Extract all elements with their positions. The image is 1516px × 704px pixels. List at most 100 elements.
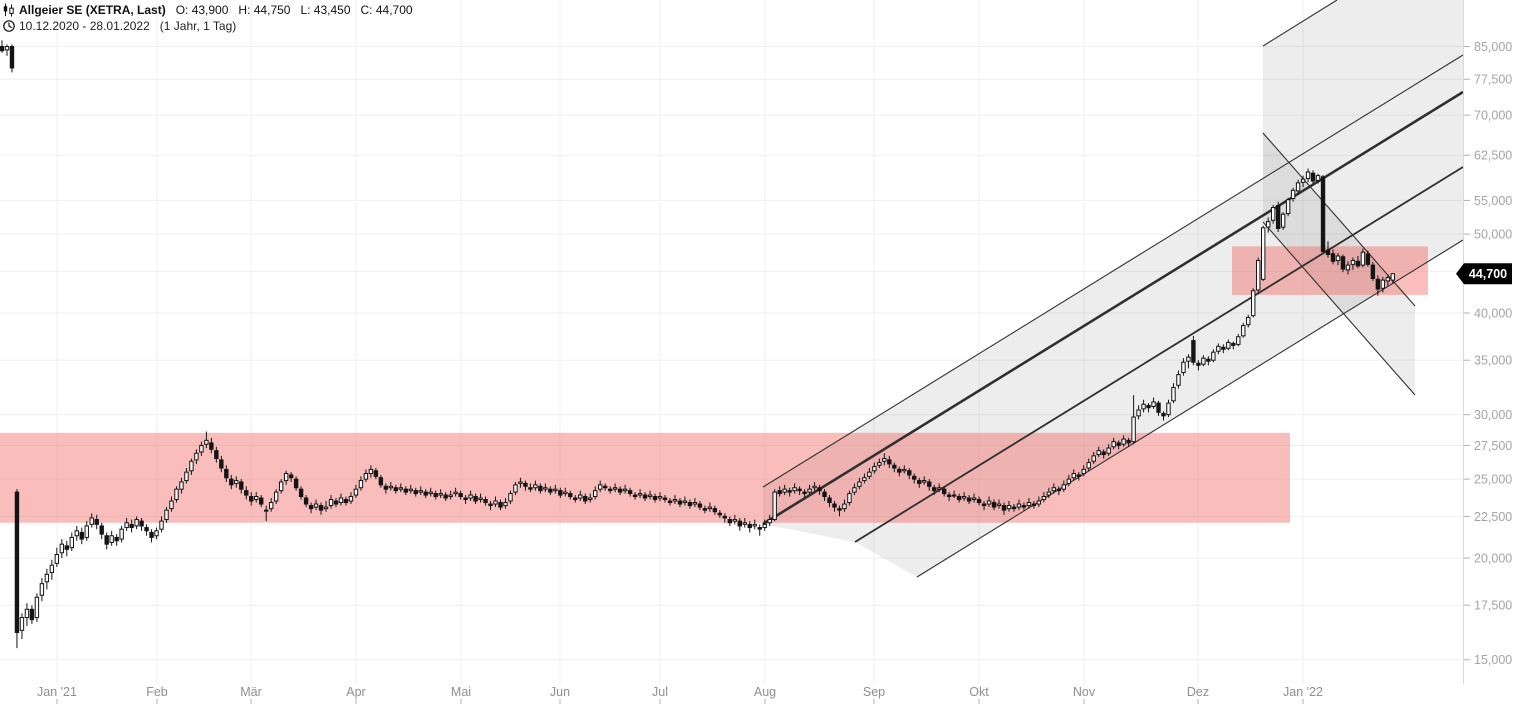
x-axis-label: Sep [863, 685, 885, 699]
candle-body [1031, 503, 1037, 507]
candle-body [1066, 478, 1071, 484]
candle-body [882, 458, 887, 462]
candle-body [1056, 488, 1062, 492]
candle-body [1340, 256, 1346, 270]
candle-body [558, 490, 563, 496]
candle-body [383, 485, 389, 490]
candle-body [1390, 273, 1396, 281]
candle-body [1310, 172, 1316, 182]
candle-body [244, 490, 249, 496]
candle-body [787, 490, 792, 493]
candle-body [453, 491, 458, 495]
instrument-row: Allgeier SE (XETRA, Last) O: 43,900 H: 4… [2, 2, 423, 18]
candle-body [169, 500, 174, 510]
candle-body [652, 496, 658, 501]
y-axis-label: 50,000 [1474, 228, 1512, 242]
candle-body [518, 481, 523, 484]
candle-body [1275, 205, 1281, 230]
candle-body [1330, 253, 1336, 262]
candle-body [1241, 325, 1246, 337]
ohlc-open: O: 43,900 [175, 3, 229, 17]
candle-body [981, 503, 987, 507]
candles [0, 40, 1396, 649]
candle-body [1345, 264, 1351, 271]
x-axis-label: Dez [1187, 685, 1209, 699]
candle-body [986, 500, 992, 505]
instrument-name: Allgeier SE (XETRA, Last) [19, 3, 166, 17]
candle-body [338, 497, 344, 504]
candle-body [264, 509, 269, 512]
candle-body [1161, 413, 1166, 417]
candle-body [408, 488, 413, 492]
candle-body [273, 491, 279, 502]
candle-body [946, 494, 952, 498]
trend-channel-fills [763, 0, 1463, 577]
candle-body [1246, 316, 1251, 326]
candle-body [9, 46, 15, 69]
candle-body [413, 490, 418, 495]
candle-body [174, 488, 179, 501]
x-axis-label: Jul [652, 685, 668, 699]
y-axis-label: 20,000 [1474, 552, 1512, 566]
candle-body [593, 490, 598, 498]
price-gridlines [0, 46, 1463, 661]
candle-body [1320, 176, 1326, 253]
candle-body [283, 473, 289, 482]
candle-body [1325, 249, 1331, 255]
candle-body [298, 488, 304, 498]
candle-body [533, 484, 538, 489]
candle-body [493, 500, 498, 505]
candle-body [1206, 358, 1211, 362]
candle-body [159, 520, 164, 530]
desc-channel-lower [1262, 221, 1416, 396]
candle-body [154, 530, 159, 537]
y-axis-label: 62,500 [1474, 149, 1512, 163]
x-axis-label: Aug [754, 685, 776, 699]
candle-body [204, 439, 209, 445]
ascending-channel-fill [763, 55, 1463, 577]
trendlines [762, 0, 1464, 578]
y-axis: 15,000 17,500 20,000 22,500 25,000 27,500 30,0… [1463, 0, 1512, 684]
candle-body [373, 470, 379, 477]
candle-body [468, 494, 473, 499]
candle-body [353, 488, 359, 496]
candle-body [1350, 260, 1356, 265]
candle-body [817, 487, 822, 492]
candle-body [219, 459, 224, 469]
candle-body [423, 491, 428, 496]
candle-body [513, 484, 518, 493]
candle-body [667, 500, 673, 504]
candle-body [74, 530, 79, 537]
candle-body [249, 496, 254, 502]
candle-body [1081, 468, 1086, 475]
desc-channel-upper [1262, 132, 1416, 307]
candle-body [677, 500, 683, 505]
candle-body [727, 519, 733, 524]
candle-body [318, 505, 324, 511]
candle-body [687, 502, 693, 507]
candle-body [483, 499, 488, 504]
candle-body [308, 505, 314, 510]
candle-body [602, 485, 608, 489]
candle-body [69, 536, 74, 549]
candle-body [44, 573, 50, 583]
candle-body [209, 442, 214, 450]
last-price-tag: 44,700 [1456, 263, 1512, 285]
chart-plot-area[interactable] [0, 0, 1463, 684]
x-axis-label: Apr [346, 685, 365, 699]
candle-body [702, 508, 708, 511]
candle-body [936, 487, 942, 490]
candle-body [712, 508, 718, 513]
candle-body [976, 499, 982, 504]
candle-body [1001, 505, 1007, 511]
candle-body [463, 497, 468, 501]
candle-body [0, 46, 5, 52]
candle-body [433, 493, 438, 498]
candle-body [777, 490, 782, 495]
y-axis-label: 35,000 [1474, 354, 1512, 368]
y-axis-label: 55,000 [1474, 194, 1512, 208]
candle-body [647, 494, 653, 498]
candle-body [1086, 462, 1091, 469]
candle-body [573, 497, 578, 501]
